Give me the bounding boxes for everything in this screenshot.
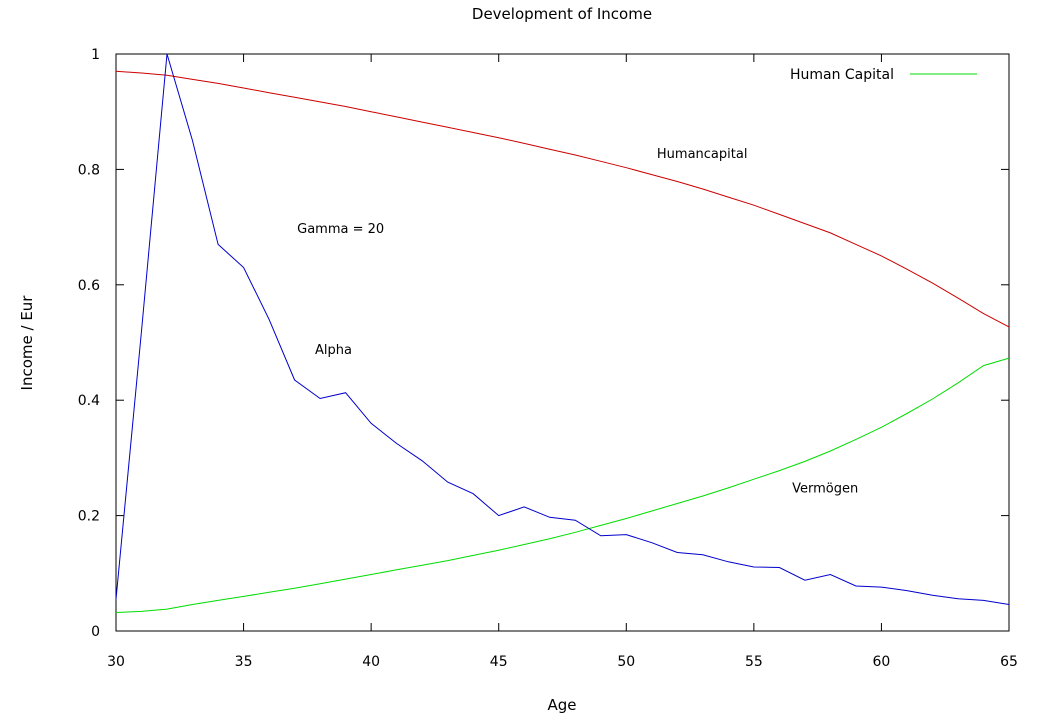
x-tick-label: 50 — [617, 654, 635, 670]
x-tick-label: 45 — [490, 654, 508, 670]
legend: Human Capital — [790, 67, 977, 83]
series-lines — [115, 53, 1010, 613]
y-tick-label: 1 — [91, 47, 100, 63]
x-tick-label: 40 — [362, 654, 380, 670]
x-tick-label: 30 — [107, 654, 125, 670]
chart-title: Development of Income — [472, 5, 652, 23]
x-tick-label: 55 — [745, 654, 763, 670]
annotation: Gamma = 20 — [297, 222, 384, 237]
plot-frame — [115, 53, 1010, 632]
x-tick-label: 65 — [1000, 654, 1018, 670]
annotation: Vermögen — [792, 482, 858, 497]
x-tick-label: 60 — [873, 654, 891, 670]
series-line-human-capital — [115, 357, 1010, 613]
y-tick-label: 0.2 — [78, 509, 100, 525]
annotations: Humancapital Gamma = 20 Alpha Vermögen — [297, 147, 858, 497]
x-tick-label: 35 — [235, 654, 253, 670]
annotation: Alpha — [315, 343, 352, 358]
y-tick-label: 0 — [91, 624, 100, 640]
legend-label: Human Capital — [790, 67, 894, 83]
series-line-humancapital — [115, 70, 1010, 328]
axis-ticks: 30 35 40 45 50 55 60 65 0 0.2 0.4 0.6 0.8 1 — [78, 47, 1018, 670]
y-tick-label: 0.4 — [78, 393, 100, 409]
y-tick-label: 0.6 — [78, 278, 100, 294]
y-axis-label: Income / Eur — [18, 295, 36, 391]
y-tick-label: 0.8 — [78, 162, 100, 178]
x-axis-label: Age — [547, 696, 576, 714]
annotation: Humancapital — [657, 147, 748, 162]
series-line-alpha — [115, 53, 1010, 605]
